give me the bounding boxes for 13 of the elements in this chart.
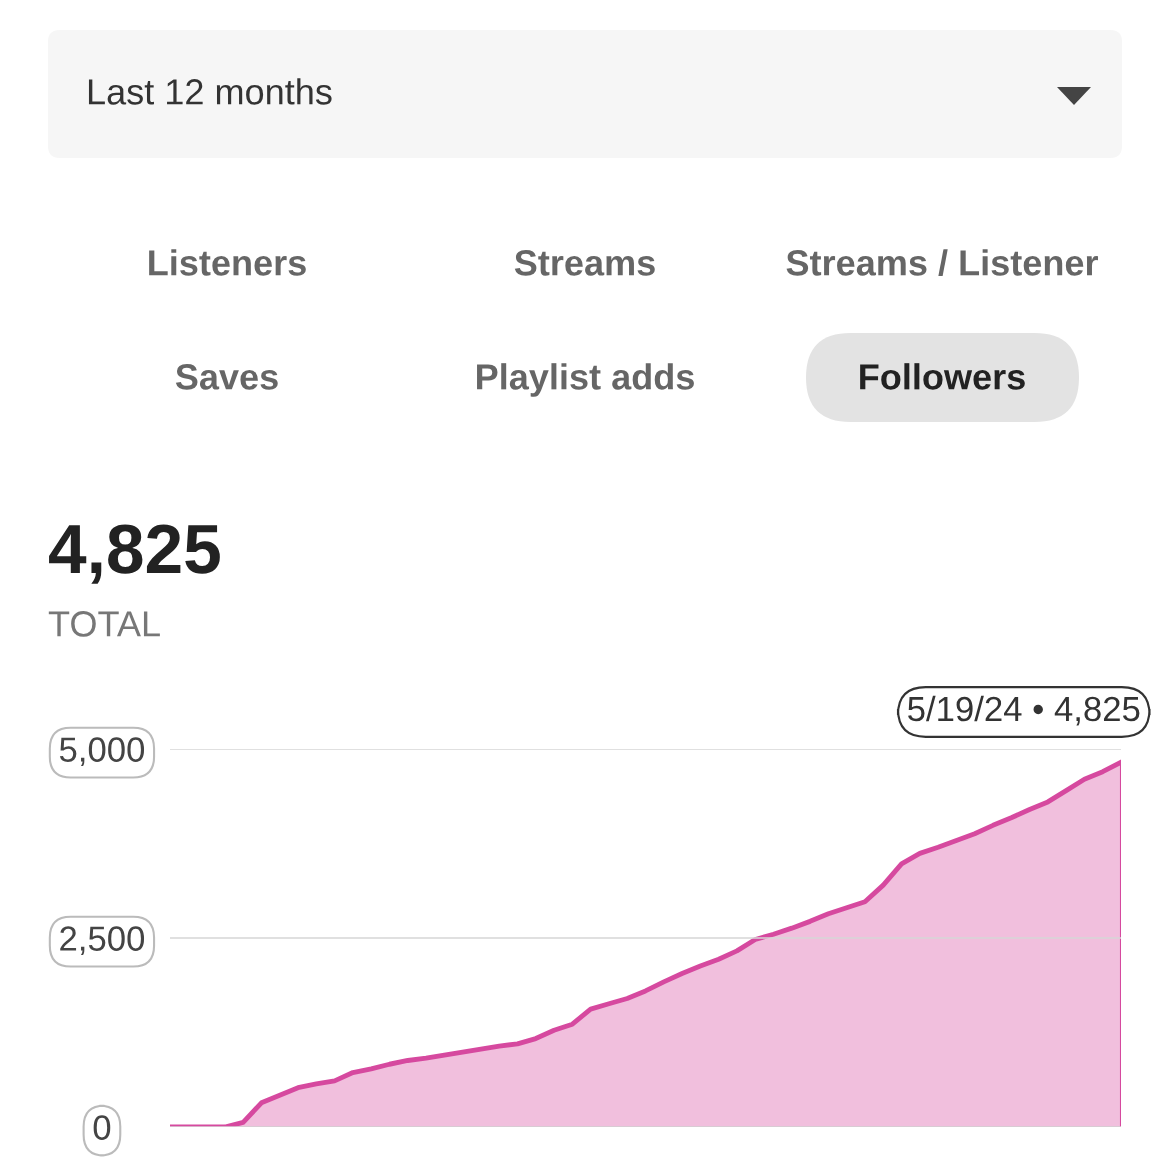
y-tick-label: 2,500 bbox=[60, 926, 145, 956]
text: Followers bbox=[860, 363, 1025, 390]
y-tick-label: 0 bbox=[93, 1115, 111, 1140]
text: Streams bbox=[514, 250, 655, 276]
text: 5/19/24 • 4,825 bbox=[908, 695, 1140, 726]
text: Listeners bbox=[149, 249, 306, 276]
text: Saves bbox=[175, 364, 278, 390]
y-tick-label: 5,000 bbox=[59, 737, 145, 767]
chart-subtitle: TOTAL bbox=[48, 611, 160, 637]
text: Playlist adds bbox=[477, 363, 694, 397]
chart-title: 4,825 bbox=[49, 524, 220, 584]
text: Last 12 months bbox=[88, 78, 332, 105]
text: Streams / Listener bbox=[786, 249, 1099, 277]
